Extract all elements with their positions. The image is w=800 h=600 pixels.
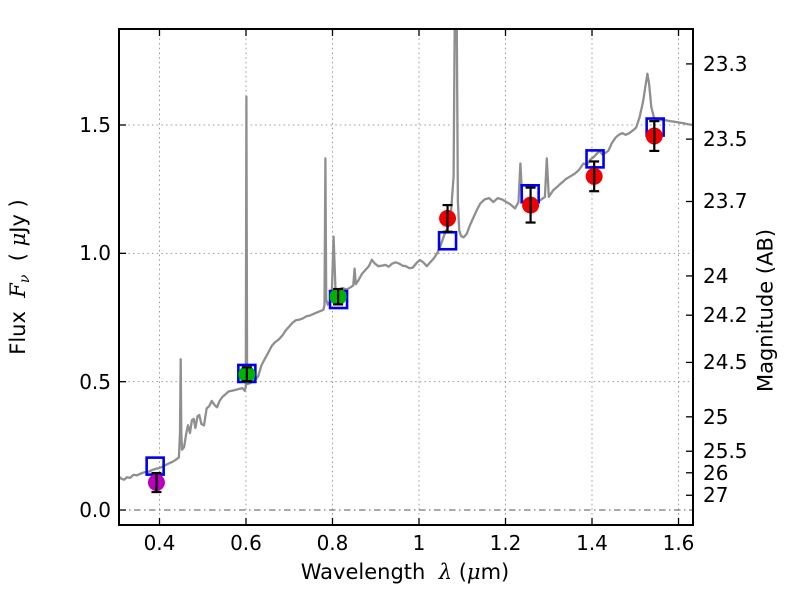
y-tick-label-right: 26 bbox=[703, 460, 729, 485]
y-tick-label-right: 25.5 bbox=[703, 439, 748, 464]
spectrum-line bbox=[119, 29, 693, 481]
y-tick-label-left: 1.5 bbox=[79, 112, 111, 137]
y-tick-label-right: 23.7 bbox=[703, 189, 748, 214]
y-tick-label-right: 25 bbox=[703, 404, 729, 429]
y-tick-label-left: 0.0 bbox=[79, 498, 111, 522]
x-tick-label: 1.4 bbox=[576, 531, 608, 555]
x-tick-label: 0.6 bbox=[230, 531, 262, 555]
y-tick-label-left: 0.5 bbox=[79, 369, 111, 394]
y-axis-label-left: Flux Fν ( μJy ) bbox=[6, 199, 33, 355]
x-tick-label: 1 bbox=[412, 531, 426, 555]
y-tick-label-right: 27 bbox=[703, 483, 729, 508]
y-left-word: Flux bbox=[6, 311, 30, 355]
nu-subscript: ν bbox=[17, 274, 33, 284]
y-tick-label-right: 23.3 bbox=[703, 51, 748, 76]
y-tick-label-left: 1.0 bbox=[79, 241, 111, 266]
y-tick-label-right: 24.2 bbox=[703, 303, 748, 328]
x-tick-label: 0.8 bbox=[316, 531, 349, 555]
y-tick-label-right: 24 bbox=[703, 263, 729, 288]
x-tick-label: 1.2 bbox=[489, 531, 522, 555]
axes-spines bbox=[118, 28, 694, 526]
mu-symbol-left: μ bbox=[6, 232, 30, 247]
x-tick-label: 0.4 bbox=[143, 531, 176, 555]
lambda-symbol: λ bbox=[438, 560, 453, 584]
y-tick-label-right: 23.5 bbox=[703, 127, 748, 152]
mu-symbol: μ bbox=[466, 560, 481, 584]
flux-symbol: F bbox=[6, 283, 30, 298]
x-tick-label: 1.6 bbox=[662, 531, 695, 555]
x-axis-label-word: Wavelength bbox=[300, 560, 426, 584]
x-axis-label: Wavelength λ (μm) bbox=[300, 560, 510, 584]
y-tick-label-right: 24.5 bbox=[703, 350, 748, 375]
